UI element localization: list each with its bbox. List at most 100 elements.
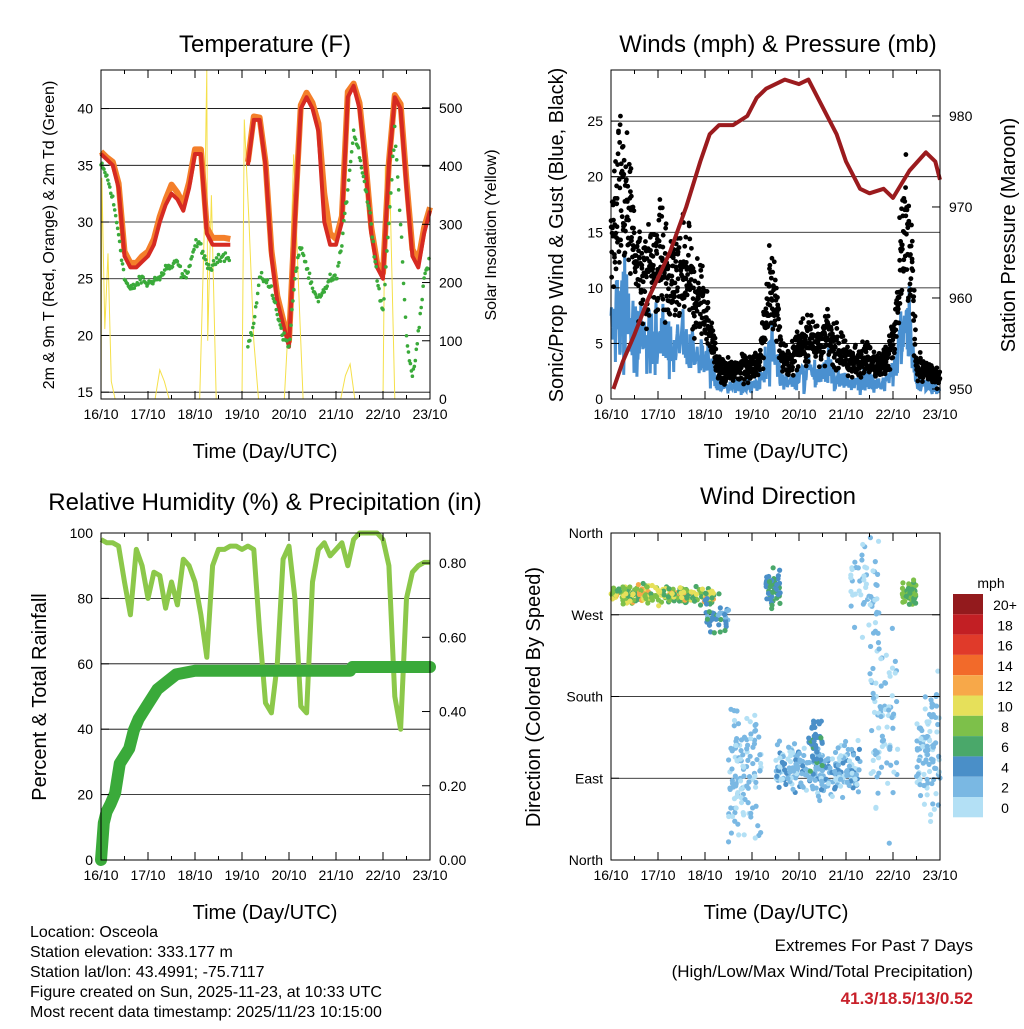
wind-direction-point [775, 592, 781, 598]
y-right-tick-label: 500 [439, 100, 463, 116]
wind-direction-point [886, 840, 892, 846]
wind-direction-point [876, 770, 882, 776]
gust-point [908, 276, 914, 282]
gust-point [663, 225, 669, 231]
gust-point [639, 250, 645, 256]
wind-direction-point [916, 757, 922, 764]
dewpoint-point [227, 258, 232, 263]
wind-direction-point [914, 738, 920, 744]
wind-direction-point [924, 792, 930, 798]
dewpoint-point [222, 259, 227, 264]
dewpoint-point [254, 301, 259, 305]
dewpoint-point [413, 358, 418, 363]
gust-point [825, 313, 831, 319]
wind-direction-point [799, 783, 805, 789]
extremes-values: 41.3/18.5/13/0.52 [841, 989, 973, 1008]
extremes-subtitle: (High/Low/Max Wind/Total Precipitation) [672, 962, 973, 981]
wind-direction-point [778, 776, 784, 782]
wind-direction-point [870, 769, 876, 775]
wind-direction-point [892, 658, 898, 664]
total-precipitation-line [95, 661, 436, 866]
wind-direction-point [610, 589, 616, 595]
gust-point [806, 320, 812, 326]
wind-direction-point [884, 760, 890, 766]
wind-direction-title: Wind Direction [700, 483, 856, 510]
gust-point [682, 243, 688, 249]
gust-point [655, 307, 661, 313]
wind-direction-point [813, 785, 819, 791]
dewpoint-point [195, 244, 199, 249]
wind-direction-point [729, 766, 735, 772]
gust-point [670, 255, 676, 261]
wind-direction-point [852, 776, 858, 782]
dewpoint-point [214, 256, 219, 260]
gust-point [906, 218, 912, 224]
wind-direction-point [746, 773, 753, 780]
dewpoint-point [106, 178, 110, 182]
wind-direction-point [777, 600, 783, 606]
legend-label: 0 [1001, 800, 1009, 816]
gust-point [897, 301, 903, 306]
x-tick-label: 20/10 [781, 867, 816, 883]
gust-point [618, 237, 623, 243]
dewpoint-point [370, 235, 375, 239]
x-tick-label: 16/10 [593, 406, 628, 422]
wind-direction-point [658, 599, 665, 605]
wind-direction-point [858, 592, 864, 598]
gust-point [912, 313, 918, 319]
gust-point [773, 285, 779, 291]
gust-point [689, 245, 694, 251]
wind-direction-point [773, 757, 779, 763]
wind-direction-point [709, 595, 715, 601]
x-tick-label: 23/10 [412, 867, 447, 883]
dewpoint-point [192, 247, 196, 252]
dewpoint-point [349, 150, 354, 154]
wind-direction-point [921, 801, 928, 807]
temp-2m-line [99, 83, 432, 349]
dewpoint-point [360, 171, 365, 175]
wind-direction-point [729, 780, 736, 787]
legend-swatch [953, 594, 983, 615]
dewpoint-point [412, 364, 417, 369]
gust-point [803, 363, 809, 369]
pressure-ylabel: Station Pressure (Maroon) [998, 118, 1020, 353]
dewpoint-point [170, 264, 175, 269]
wind-direction-point [744, 746, 750, 752]
gust-point [681, 295, 687, 301]
wind-direction-point [910, 577, 917, 583]
y-right-tick-label: 0.40 [439, 704, 466, 720]
gust-point [618, 208, 624, 214]
dewpoint-point [184, 275, 188, 280]
gust-point [911, 294, 917, 300]
gust-point [699, 331, 705, 337]
wind-direction-point [924, 733, 930, 740]
wind-direction-point [706, 622, 713, 628]
gust-point [657, 197, 663, 202]
wind-direction-point [926, 768, 933, 775]
wind-direction-point [661, 592, 667, 598]
gust-point [821, 349, 826, 355]
x-tick-label: 18/10 [687, 406, 722, 422]
dewpoint-point [136, 282, 141, 287]
gust-point [790, 364, 795, 370]
figure-created: Figure created on Sun, 2025-11-23, at 10… [30, 984, 382, 1001]
wind-direction-point [859, 557, 865, 563]
gust-point [684, 292, 690, 298]
dewpoint-point [105, 173, 109, 177]
gust-point [678, 268, 684, 273]
dewpoint-point [303, 259, 308, 264]
wind-direction-point [853, 771, 859, 778]
legend-label: 8 [1001, 719, 1009, 735]
wind-direction-point [860, 541, 866, 548]
wind-direction-point [885, 780, 891, 786]
dewpoint-point [293, 276, 297, 281]
gust-point [632, 269, 638, 275]
gust-point [683, 276, 689, 282]
wind-direction-points [608, 535, 943, 846]
wind-direction-point [876, 646, 882, 652]
wind-direction-point [623, 591, 629, 597]
gust-point [694, 308, 700, 314]
wind-direction-point [716, 622, 722, 628]
wind-direction-point [840, 794, 846, 801]
gust-point [769, 255, 775, 261]
